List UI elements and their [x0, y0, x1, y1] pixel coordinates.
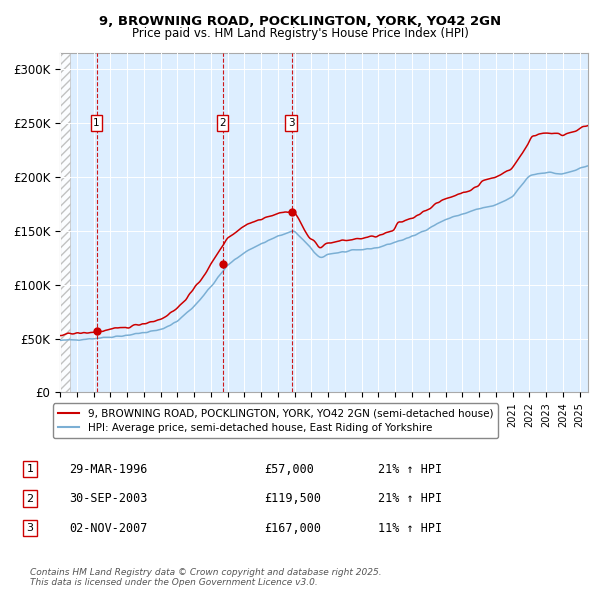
Text: £57,000: £57,000	[264, 463, 314, 476]
Text: 1: 1	[26, 464, 34, 474]
Text: 30-SEP-2003: 30-SEP-2003	[69, 492, 148, 505]
Text: 21% ↑ HPI: 21% ↑ HPI	[378, 492, 442, 505]
Legend: 9, BROWNING ROAD, POCKLINGTON, YORK, YO42 2GN (semi-detached house), HPI: Averag: 9, BROWNING ROAD, POCKLINGTON, YORK, YO4…	[53, 404, 498, 438]
Text: 2: 2	[219, 118, 226, 128]
Text: £119,500: £119,500	[264, 492, 321, 505]
Text: 3: 3	[288, 118, 295, 128]
Text: 9, BROWNING ROAD, POCKLINGTON, YORK, YO42 2GN: 9, BROWNING ROAD, POCKLINGTON, YORK, YO4…	[99, 15, 501, 28]
Text: 29-MAR-1996: 29-MAR-1996	[69, 463, 148, 476]
Text: 02-NOV-2007: 02-NOV-2007	[69, 522, 148, 535]
Text: 1: 1	[93, 118, 100, 128]
Text: Contains HM Land Registry data © Crown copyright and database right 2025.
This d: Contains HM Land Registry data © Crown c…	[30, 568, 382, 587]
Bar	[60, 53, 70, 392]
Text: Price paid vs. HM Land Registry's House Price Index (HPI): Price paid vs. HM Land Registry's House …	[131, 27, 469, 40]
Text: 21% ↑ HPI: 21% ↑ HPI	[378, 463, 442, 476]
Text: 11% ↑ HPI: 11% ↑ HPI	[378, 522, 442, 535]
Text: 3: 3	[26, 523, 34, 533]
Text: 2: 2	[26, 494, 34, 503]
Text: £167,000: £167,000	[264, 522, 321, 535]
